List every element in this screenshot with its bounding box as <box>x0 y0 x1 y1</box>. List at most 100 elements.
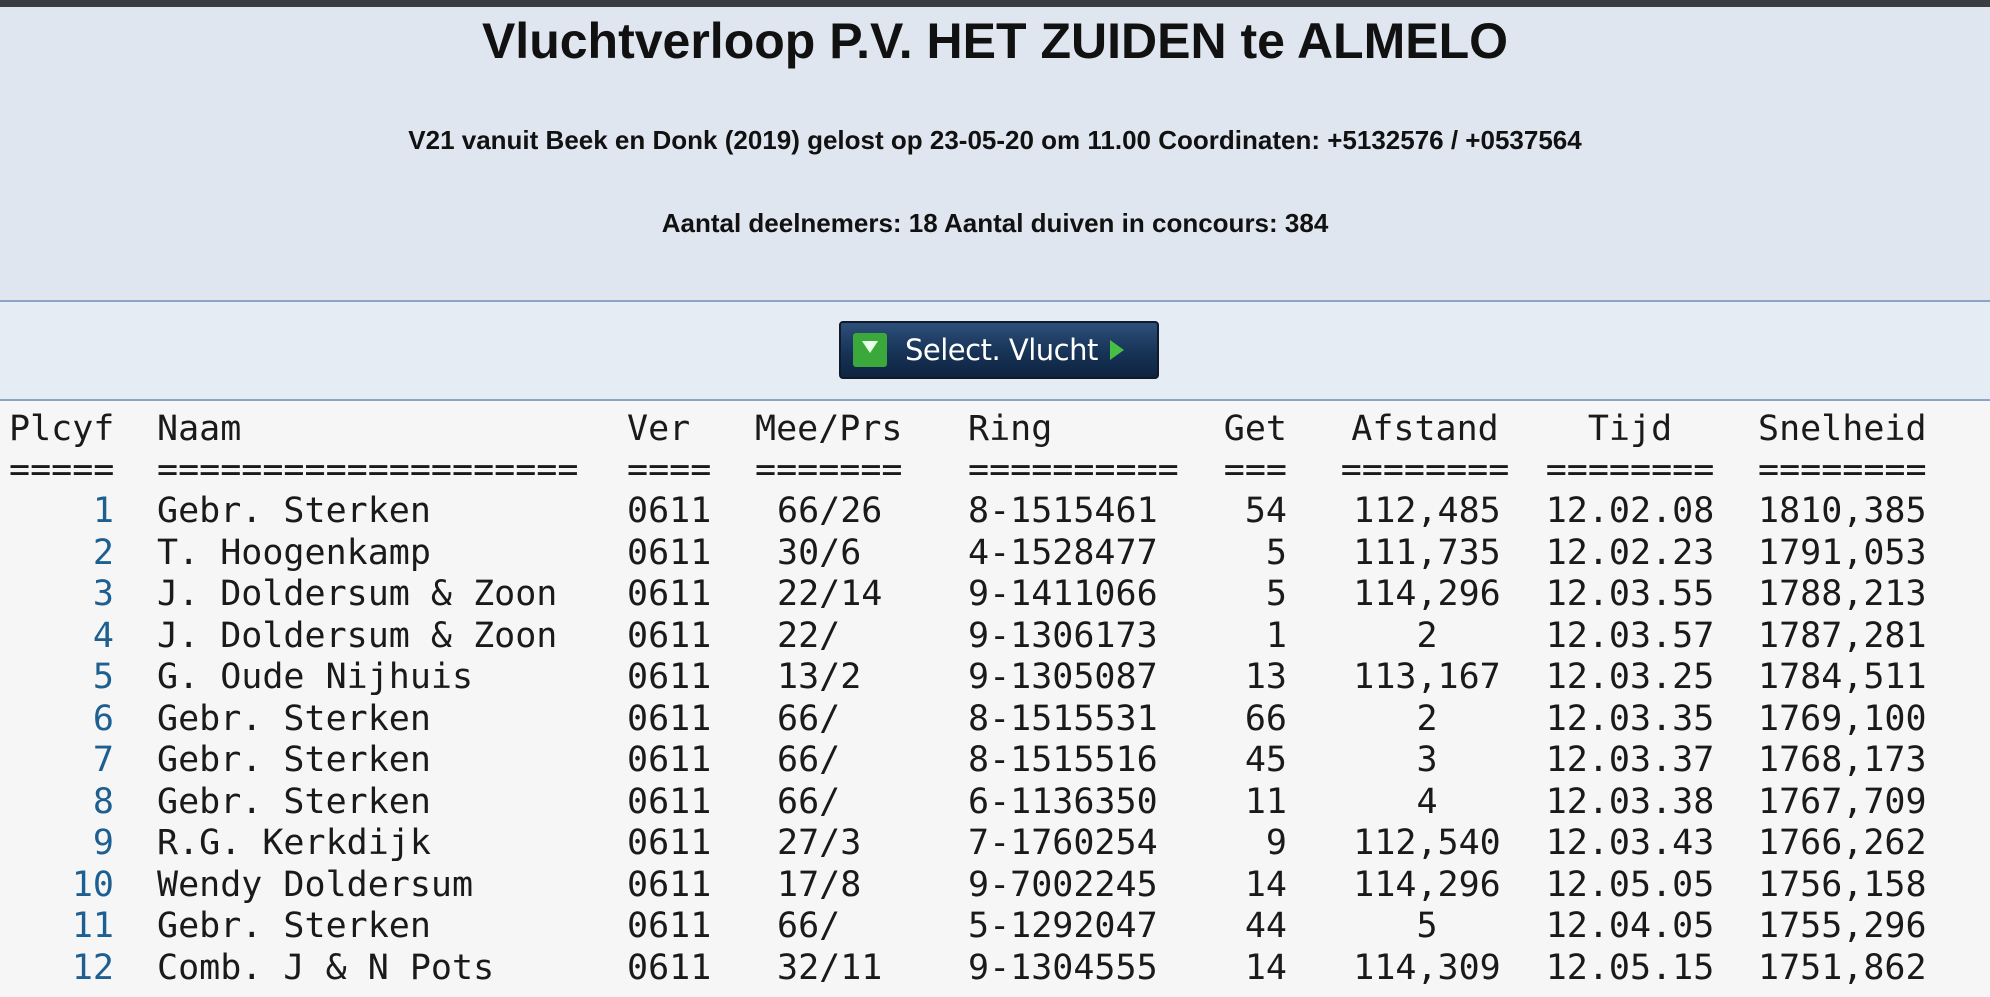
table-cell: 13 <box>1244 657 1287 697</box>
column-header: Mee/Prs <box>755 409 903 449</box>
column-rule: ======== <box>1758 450 1927 490</box>
table-cell: 12.05.15 <box>1545 947 1715 988</box>
table-cell: 114,296 <box>1353 574 1501 614</box>
table-cell: Wendy Doldersum <box>157 864 474 905</box>
table-cell: 9-7002245 <box>968 864 1158 905</box>
rank-link[interactable]: 4 <box>92 615 114 656</box>
table-cell: 1 <box>1265 615 1287 656</box>
table-cell: 12.02.23 <box>1545 532 1715 573</box>
table-cell: 9-1411066 <box>968 574 1158 614</box>
column-rule: ==== <box>627 450 712 490</box>
table-cell: 2 <box>1416 698 1438 739</box>
table-cell: R.G. Kerkdijk <box>157 823 431 863</box>
table-cell: 12.03.25 <box>1545 657 1715 697</box>
table-cell: 14 <box>1244 864 1287 905</box>
table-cell: 14 <box>1244 947 1287 988</box>
table-cell: 0611 <box>627 491 712 531</box>
table-cell: Gebr. Sterken <box>157 740 431 780</box>
column-rule: ===== <box>9 450 115 490</box>
table-cell: Comb. J & N Pots <box>157 947 495 988</box>
table-cell: 1767,709 <box>1758 781 1927 822</box>
table-cell: 0611 <box>627 740 712 780</box>
table-cell: 5 <box>1265 574 1287 614</box>
column-rule: ==================== <box>157 450 579 490</box>
rank-link[interactable]: 8 <box>92 781 114 822</box>
rank-link[interactable]: 1 <box>92 491 114 531</box>
table-cell: 3 <box>1416 740 1438 780</box>
table-cell: 0611 <box>627 532 712 573</box>
table-cell: 9-1304555 <box>968 947 1158 988</box>
table-cell: 8-1515461 <box>968 491 1158 531</box>
table-cell: 12.03.37 <box>1545 740 1715 780</box>
table-cell: 1756,158 <box>1758 864 1927 905</box>
table-cell: 11 <box>1244 781 1287 822</box>
table-cell: 114,309 <box>1353 947 1501 988</box>
table-cell: 9 <box>1265 823 1287 863</box>
column-header: Get <box>1223 409 1287 449</box>
table-cell: 22/ <box>777 615 841 656</box>
table-cell: 12.03.35 <box>1545 698 1715 739</box>
table-cell: 12.03.55 <box>1545 574 1715 614</box>
table-cell: 44 <box>1244 906 1287 946</box>
table-cell: 66 <box>1244 698 1287 739</box>
column-header: Plcyf <box>9 409 115 449</box>
table-cell: 111,735 <box>1353 532 1501 573</box>
flight-info: V21 vanuit Beek en Donk (2019) gelost op… <box>408 125 1582 155</box>
table-cell: 12.03.38 <box>1545 781 1715 822</box>
participants-info: Aantal deelnemers: 18 Aantal duiven in c… <box>661 208 1329 238</box>
column-rule: ========== <box>968 450 1179 490</box>
rank-link[interactable]: 2 <box>92 532 114 573</box>
rank-link[interactable]: 10 <box>71 864 114 905</box>
table-cell: 1769,100 <box>1758 698 1927 739</box>
table-cell: 8-1515516 <box>968 740 1158 780</box>
table-cell: 0611 <box>627 657 712 697</box>
table-cell: 1768,173 <box>1758 740 1927 780</box>
rank-link[interactable]: 5 <box>92 657 114 697</box>
select-flight-button[interactable]: Select. Vlucht <box>839 321 1159 379</box>
table-cell: 2 <box>1416 615 1438 656</box>
table-cell: 54 <box>1244 491 1287 531</box>
table-cell: 1766,262 <box>1758 823 1927 863</box>
table-cell: 45 <box>1244 740 1287 780</box>
table-cell: 7-1760254 <box>968 823 1158 863</box>
rank-link[interactable]: 9 <box>92 823 114 863</box>
table-cell: 66/ <box>777 781 841 822</box>
column-header: Tijd <box>1587 409 1673 449</box>
column-rule: ======== <box>1340 450 1510 490</box>
table-cell: 0611 <box>627 698 712 739</box>
rank-link[interactable]: 11 <box>71 906 114 946</box>
table-cell: 0611 <box>627 947 712 988</box>
table-cell: 66/ <box>777 906 841 946</box>
table-cell: 1788,213 <box>1758 574 1927 614</box>
table-cell: 0611 <box>627 906 712 946</box>
table-cell: 112,485 <box>1353 491 1501 531</box>
rank-link[interactable]: 7 <box>92 740 114 780</box>
table-cell: 30/6 <box>777 532 862 573</box>
table-cell: 22/14 <box>777 574 883 614</box>
results-table: Plcyf ===== Naam ==================== Ver ===… <box>0 402 1990 997</box>
table-cell: 66/ <box>777 698 841 739</box>
table-cell: T. Hoogenkamp <box>157 532 431 573</box>
table-cell: 12.03.57 <box>1545 615 1715 656</box>
rank-link[interactable]: 3 <box>92 574 114 614</box>
table-cell: 0611 <box>627 864 712 905</box>
table-cell: 8-1515531 <box>968 698 1158 739</box>
table-cell: J. Doldersum & Zoon <box>157 615 558 656</box>
table-cell: 5 <box>1416 906 1438 946</box>
table-cell: 27/3 <box>777 823 862 863</box>
column-rule: === <box>1223 450 1287 490</box>
table-cell: Gebr. Sterken <box>157 491 431 531</box>
table-cell: 5 <box>1265 532 1287 573</box>
table-cell: Gebr. Sterken <box>157 781 431 822</box>
table-cell: 12.03.43 <box>1545 823 1715 863</box>
column-header: Afstand <box>1351 409 1499 449</box>
column-rule: ======== <box>1545 450 1715 490</box>
table-cell: 13/2 <box>777 657 862 697</box>
button-label: Select. Vlucht <box>905 333 1098 367</box>
rank-link[interactable]: 12 <box>71 947 114 988</box>
column-rule: ======= <box>755 450 903 490</box>
rank-link[interactable]: 6 <box>92 698 114 739</box>
table-cell: 1755,296 <box>1758 906 1927 946</box>
table-cell: Gebr. Sterken <box>157 698 431 739</box>
table-cell: 1810,385 <box>1758 491 1927 531</box>
